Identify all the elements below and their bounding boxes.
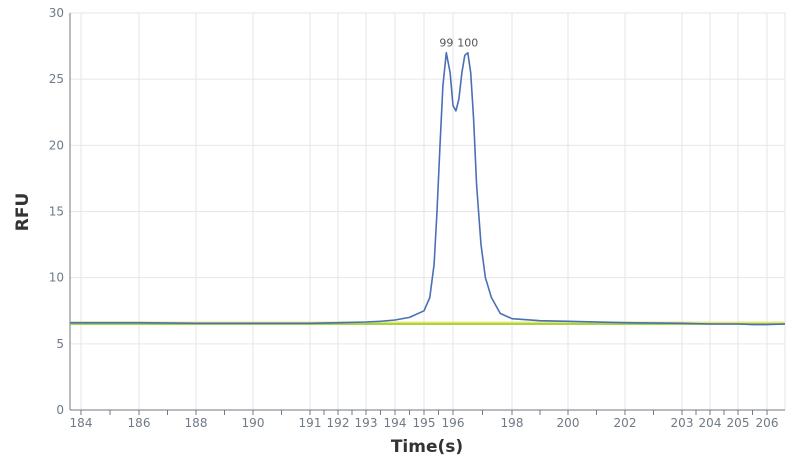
y-tick-label: 0 [56,403,64,417]
x-tick-label: 191 [299,416,322,430]
peak-labels: 99 100 [439,37,478,50]
x-tick-label: 194 [384,416,407,430]
peak-label: 100 [457,37,478,50]
y-tick-label: 15 [49,205,64,219]
axes [69,13,785,415]
x-tick-label: 196 [442,416,465,430]
x-tick-label: 188 [185,416,208,430]
x-tick-label: 203 [671,416,694,430]
x-tick-label: 193 [355,416,378,430]
x-tick-label: 200 [557,416,580,430]
x-tick-label: 190 [242,416,265,430]
x-tick-label: 202 [614,416,637,430]
series-line-1 [70,51,786,326]
x-tick-label: 205 [727,416,750,430]
x-tick-label: 195 [413,416,436,430]
y-tick-label: 20 [49,138,64,152]
y-tick-label: 25 [49,72,64,86]
y-tick-label: 5 [56,337,64,351]
x-axis-label: Time(s) [391,437,463,457]
y-tick-label: 30 [49,6,64,20]
y-axis-label: RFU [13,193,33,232]
x-tick-label: 186 [128,416,151,430]
x-tick-label: 184 [70,416,93,430]
series-group [70,51,786,326]
y-tick-label: 10 [49,271,64,285]
y-tick-labels: 0 5 10 15 20 25 30 [49,6,64,417]
x-tick-label: 192 [327,416,350,430]
x-tick-labels: 184 186 188 190 191 192 193 194 195 196 198 200 202 2… [70,416,779,430]
grid [70,12,786,410]
x-tick-label: 206 [756,416,779,430]
x-tick-label: 198 [501,416,524,430]
peak-label: 99 [439,37,453,50]
x-tick-label: 204 [699,416,722,430]
